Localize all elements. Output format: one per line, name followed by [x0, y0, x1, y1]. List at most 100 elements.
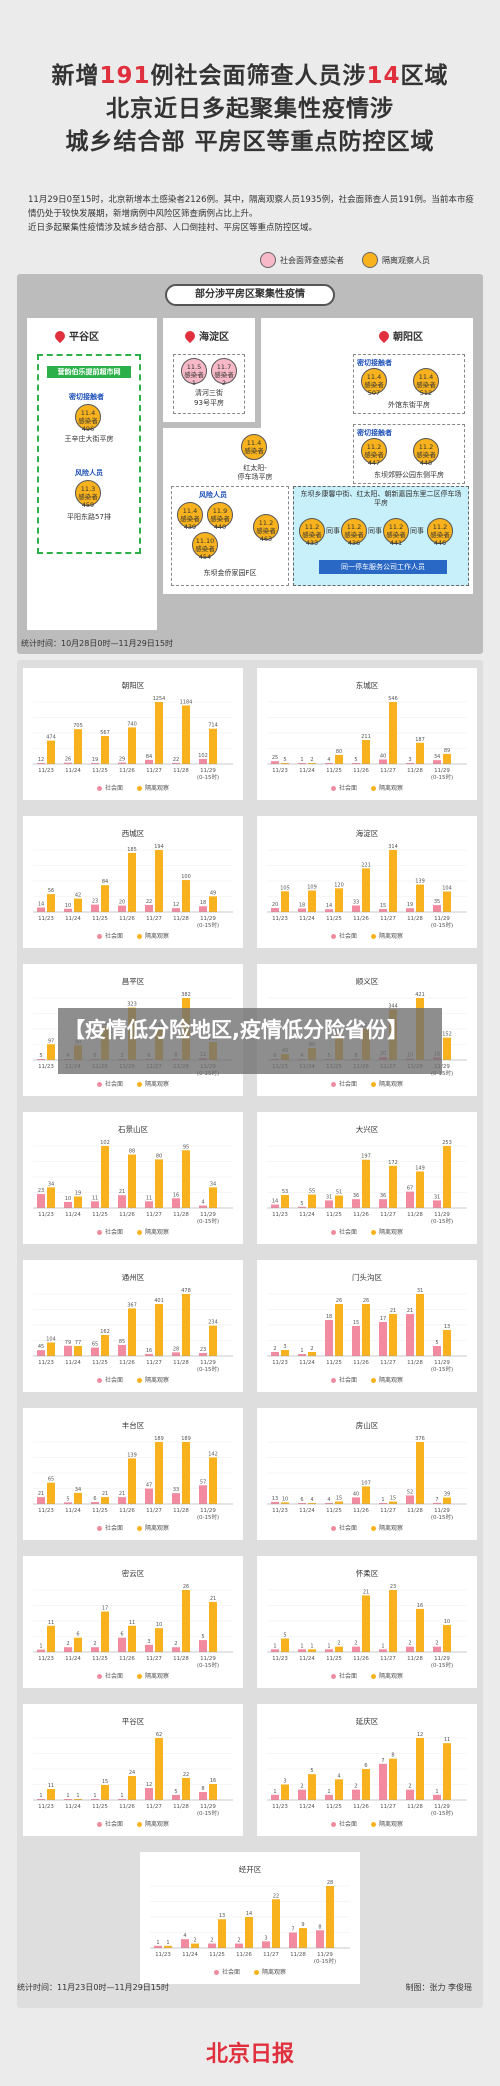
- data-label: 14: [272, 1199, 278, 1205]
- data-label: 42: [75, 893, 81, 899]
- tick-label: 11/26: [353, 1212, 369, 1218]
- bar-quarantine: [308, 1503, 316, 1504]
- bar-quarantine: [47, 1044, 55, 1060]
- bar-quarantine: [308, 1352, 316, 1356]
- bar-social: [352, 1326, 360, 1356]
- tick-label: 11/24: [182, 1952, 198, 1958]
- bar-quarantine: [389, 1501, 397, 1504]
- tick-label: 11/24: [65, 1212, 81, 1218]
- bar-quarantine: [308, 763, 316, 764]
- tick-label: 11/26: [119, 1360, 135, 1366]
- chart-legend: 社会面 隔离观察: [257, 1079, 477, 1088]
- bar-social: [298, 1206, 306, 1208]
- data-label: 4: [310, 1497, 313, 1503]
- bar-social: [37, 1799, 45, 1800]
- bar-quarantine: [182, 1294, 190, 1356]
- bar-quarantine: [308, 1194, 316, 1208]
- tick-label: 11/25: [92, 1656, 108, 1662]
- data-label: 2: [408, 1784, 411, 1790]
- bar-quarantine: [155, 1442, 163, 1504]
- tick-label: 11/24: [65, 1508, 81, 1514]
- data-label: 149: [415, 1165, 425, 1171]
- bar-social: [37, 907, 45, 912]
- bar-social: [118, 1799, 126, 1800]
- bar-quarantine: [164, 1945, 172, 1948]
- data-label: 13: [219, 1913, 225, 1919]
- tick-label: (0-15时): [197, 773, 219, 781]
- tick-label: (0-15时): [431, 1809, 453, 1817]
- bar-quarantine: [389, 1590, 397, 1652]
- data-label: 23: [38, 1188, 44, 1194]
- data-label: 1: [39, 1644, 42, 1650]
- data-label: 197: [361, 1154, 371, 1160]
- data-label: 5: [201, 1634, 204, 1640]
- bar-quarantine: [299, 1928, 307, 1948]
- data-label: 253: [442, 1140, 452, 1146]
- bar-social: [289, 1932, 297, 1948]
- data-label: 1: [300, 1643, 303, 1649]
- data-label: 1: [66, 1793, 69, 1799]
- case-circle: 11.5 感染者 1: [181, 358, 207, 387]
- data-label: 55: [309, 1189, 315, 1195]
- tick-label: 11/29: [317, 1952, 333, 1958]
- data-label: 17: [380, 1316, 386, 1322]
- bar-social: [433, 1646, 441, 1652]
- bar-quarantine: [389, 1314, 397, 1356]
- tick-label: 11/24: [65, 768, 81, 774]
- tick-label: (0-15时): [314, 1957, 336, 1965]
- footer-stat-time: 统计时间：11月23日0时—11月29日15时: [17, 1983, 169, 1992]
- bar-quarantine: [281, 1784, 289, 1800]
- bar-quarantine: [362, 1159, 370, 1208]
- data-label: 7: [435, 1497, 438, 1503]
- bar-social: [37, 1059, 45, 1060]
- data-label: 546: [388, 696, 398, 702]
- chart-plot: 145311/2355511/24315111/253619711/263617…: [267, 1140, 467, 1225]
- bar-social: [379, 1322, 387, 1356]
- bar-quarantine: [335, 1501, 343, 1504]
- chart-title: 密云区: [121, 1569, 145, 1578]
- data-label: 104: [46, 1337, 56, 1343]
- data-label: 25: [272, 755, 278, 761]
- tick-label: 11/28: [173, 1804, 189, 1810]
- legend-dot-icon: [330, 1378, 336, 1383]
- chart-title: 通州区: [121, 1273, 145, 1282]
- legend-dot-icon: [137, 1378, 142, 1383]
- data-label: 189: [154, 1436, 164, 1442]
- bar-social: [379, 1649, 387, 1652]
- data-label: 162: [100, 1329, 110, 1335]
- data-label: 102: [198, 753, 208, 759]
- tick-label: 11/28: [173, 916, 189, 922]
- case-circle: 11.2 感染者 436: [341, 518, 367, 547]
- tick-label: 11/26: [119, 1804, 135, 1810]
- data-label: 323: [127, 1002, 137, 1008]
- chart-plot: 1 5 11/23 1 1 11/24 1 2 11/25 2 21 11/26 1 23 11/27 2 16…: [267, 1584, 467, 1669]
- bar-social: [406, 1495, 414, 1504]
- bar-social: [199, 1485, 207, 1504]
- tick-label: 11/28: [407, 1508, 423, 1514]
- data-label: 382: [181, 992, 191, 998]
- pinggu-cluster-box: [37, 354, 141, 554]
- bar-quarantine: [101, 1785, 109, 1800]
- chart-plot: 14 56 11/23 10 42 11/24 23 84 11/25 20 185 11/26 22 1…: [33, 844, 233, 929]
- data-label: 29: [119, 757, 125, 763]
- data-label: 13: [444, 1324, 450, 1330]
- bar-social: [433, 905, 441, 912]
- case-circle: 11.4 感染者: [241, 434, 267, 460]
- data-label: 4: [327, 757, 330, 763]
- data-label: 1: [327, 1789, 330, 1795]
- case-circle: 11.2 感染者 433: [299, 518, 325, 547]
- bar-social: [181, 1939, 189, 1948]
- data-label: 39: [444, 1492, 450, 1498]
- data-label: 172: [388, 1160, 398, 1166]
- bar-quarantine: [209, 1601, 217, 1652]
- data-label: 28: [173, 1346, 179, 1352]
- bar-social: [199, 1640, 207, 1652]
- data-label: 474: [46, 735, 56, 741]
- bar-quarantine: [416, 1608, 424, 1652]
- cluster-map: 部分涉平房区聚集性疫情 平谷区 营韵伯乐提前超市网 密切接触者 11.4 感染者…: [17, 274, 483, 654]
- tick-label: 11/29: [434, 1360, 450, 1366]
- district-chart: 丰台区 21 65 11/23 5 34 11/24 6 21 11/25 21 139 11/26 47…: [23, 1408, 243, 1540]
- data-label: 21: [210, 1596, 216, 1602]
- legend-dot-icon: [137, 1526, 142, 1531]
- bar-social: [352, 905, 360, 912]
